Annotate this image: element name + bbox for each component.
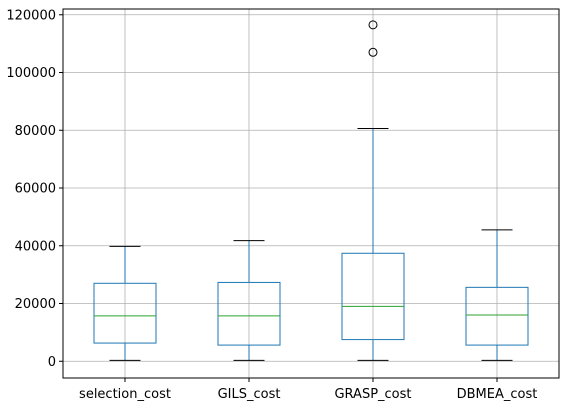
- y-tick-label: 120000: [6, 8, 56, 23]
- x-tick-label: GRASP_cost: [334, 387, 411, 402]
- x-tick-label: GILS_cost: [218, 387, 281, 402]
- y-tick-label: 0: [48, 355, 56, 370]
- y-tick-label: 80000: [15, 124, 56, 139]
- box-DBMEA_cost: [465, 229, 529, 361]
- iqr-box: [465, 286, 529, 346]
- y-tick-label: 60000: [15, 182, 56, 197]
- x-tick-label: DBMEA_cost: [457, 387, 538, 402]
- x-axis: selection_cost GILS_cost GRASP_cost DBMEA_c…: [79, 378, 537, 402]
- iqr-box: [341, 252, 405, 341]
- plot-frame: [62, 8, 560, 379]
- boxes: [93, 20, 529, 361]
- y-tick-label: 100000: [6, 66, 56, 81]
- outlier-point: [368, 20, 378, 30]
- box-GILS_cost: [217, 240, 281, 361]
- y-axis: 0 20000 40000 60000 80000 100000 120000: [6, 8, 63, 370]
- box-selection_cost: [93, 245, 157, 361]
- iqr-box: [93, 282, 157, 344]
- x-tick-label: selection_cost: [79, 387, 171, 402]
- y-tick-label: 20000: [15, 297, 56, 312]
- iqr-box: [217, 281, 281, 346]
- outlier-point: [368, 47, 378, 57]
- grid-lines: [63, 9, 559, 378]
- box-GRASP_cost: [341, 20, 405, 361]
- y-tick-label: 40000: [15, 239, 56, 254]
